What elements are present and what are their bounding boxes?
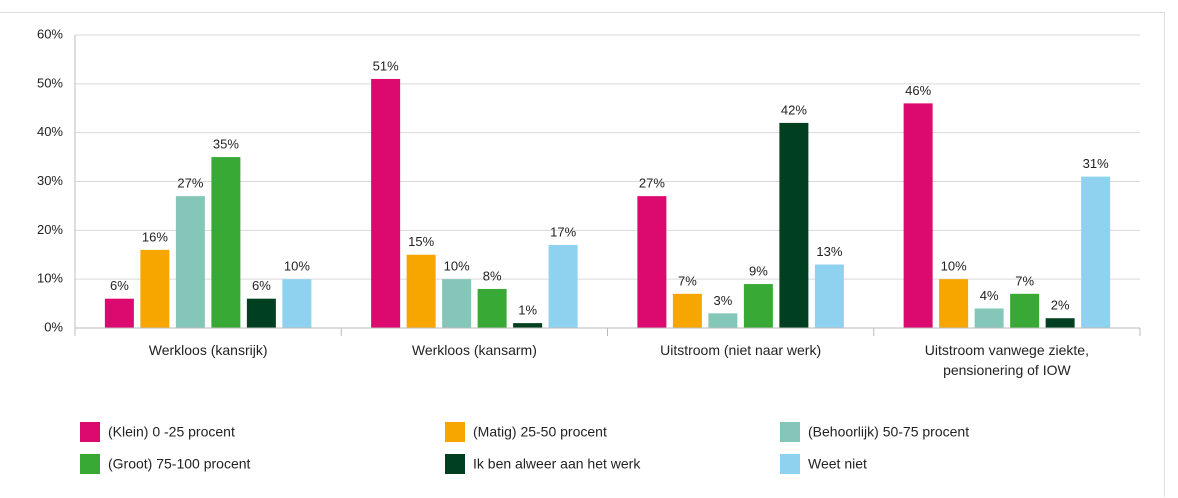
bar (779, 122, 809, 329)
bar (903, 103, 933, 328)
legend-label: Weet niet (808, 456, 867, 472)
value-label: 51% (373, 58, 399, 73)
bar (637, 196, 667, 328)
value-label: 9% (749, 263, 768, 278)
bar (708, 313, 738, 328)
value-label: 15% (408, 234, 434, 249)
bar (140, 249, 170, 328)
value-label: 6% (110, 278, 129, 293)
legend-label: (Klein) 0 -25 procent (108, 424, 235, 440)
value-label: 17% (550, 224, 576, 239)
value-label: 35% (213, 137, 239, 152)
bar (513, 323, 543, 328)
legend-label: (Groot) 75-100 procent (108, 456, 251, 472)
legend-label: (Behoorlijk) 50-75 procent (808, 424, 969, 440)
bar (442, 279, 472, 328)
y-tick-label: 50% (37, 75, 63, 90)
bar (548, 244, 578, 328)
value-label: 27% (177, 176, 203, 191)
x-tick-label: Werkloos (kansrijk) (148, 342, 268, 358)
value-label: 42% (781, 102, 807, 117)
y-tick-label: 20% (37, 222, 63, 237)
bar (974, 308, 1004, 328)
legend-swatch (780, 422, 800, 442)
y-tick-label: 60% (37, 26, 63, 41)
legend-swatch (445, 422, 465, 442)
legend-swatch (445, 454, 465, 474)
x-tick-label: Uitstroom vanwege ziekte, pensionering o… (924, 342, 1089, 378)
bar (1010, 293, 1040, 328)
y-tick-label: 10% (37, 271, 63, 286)
y-tick-label: 30% (37, 173, 63, 188)
value-label: 27% (639, 176, 665, 191)
value-label: 1% (518, 303, 537, 318)
value-label: 6% (252, 278, 271, 293)
bar (672, 293, 702, 328)
value-label: 7% (678, 273, 697, 288)
value-label: 31% (1083, 156, 1109, 171)
value-label: 8% (483, 268, 502, 283)
value-label: 10% (444, 259, 470, 274)
chart-frame (0, 12, 1165, 497)
value-label: 13% (816, 244, 842, 259)
value-label: 7% (1015, 273, 1034, 288)
value-label: 4% (980, 288, 999, 303)
value-label: 46% (905, 83, 931, 98)
bar (477, 288, 507, 328)
value-label: 10% (941, 259, 967, 274)
bar (1081, 176, 1111, 328)
bar (939, 279, 969, 328)
bar (211, 157, 241, 328)
bar (406, 254, 436, 328)
bar (1045, 318, 1075, 328)
bar (814, 264, 844, 328)
x-tick-label: Uitstroom (niet naar werk) (660, 342, 822, 358)
bar (743, 284, 773, 328)
value-label: 10% (284, 259, 310, 274)
bar (371, 78, 401, 328)
legend-swatch (80, 454, 100, 474)
value-label: 3% (713, 293, 732, 308)
legend-label: Ik ben alweer aan het werk (473, 456, 641, 472)
legend-swatch (80, 422, 100, 442)
x-tick-label: Werkloos (kansarm) (411, 342, 537, 358)
value-label: 16% (142, 229, 168, 244)
legend-label: (Matig) 25-50 procent (473, 424, 607, 440)
bar (246, 298, 276, 328)
value-label: 2% (1051, 298, 1070, 313)
bar (104, 298, 134, 328)
legend-swatch (780, 454, 800, 474)
bar (175, 196, 205, 328)
bar (282, 279, 312, 328)
y-tick-label: 0% (44, 319, 63, 334)
y-tick-label: 40% (37, 124, 63, 139)
